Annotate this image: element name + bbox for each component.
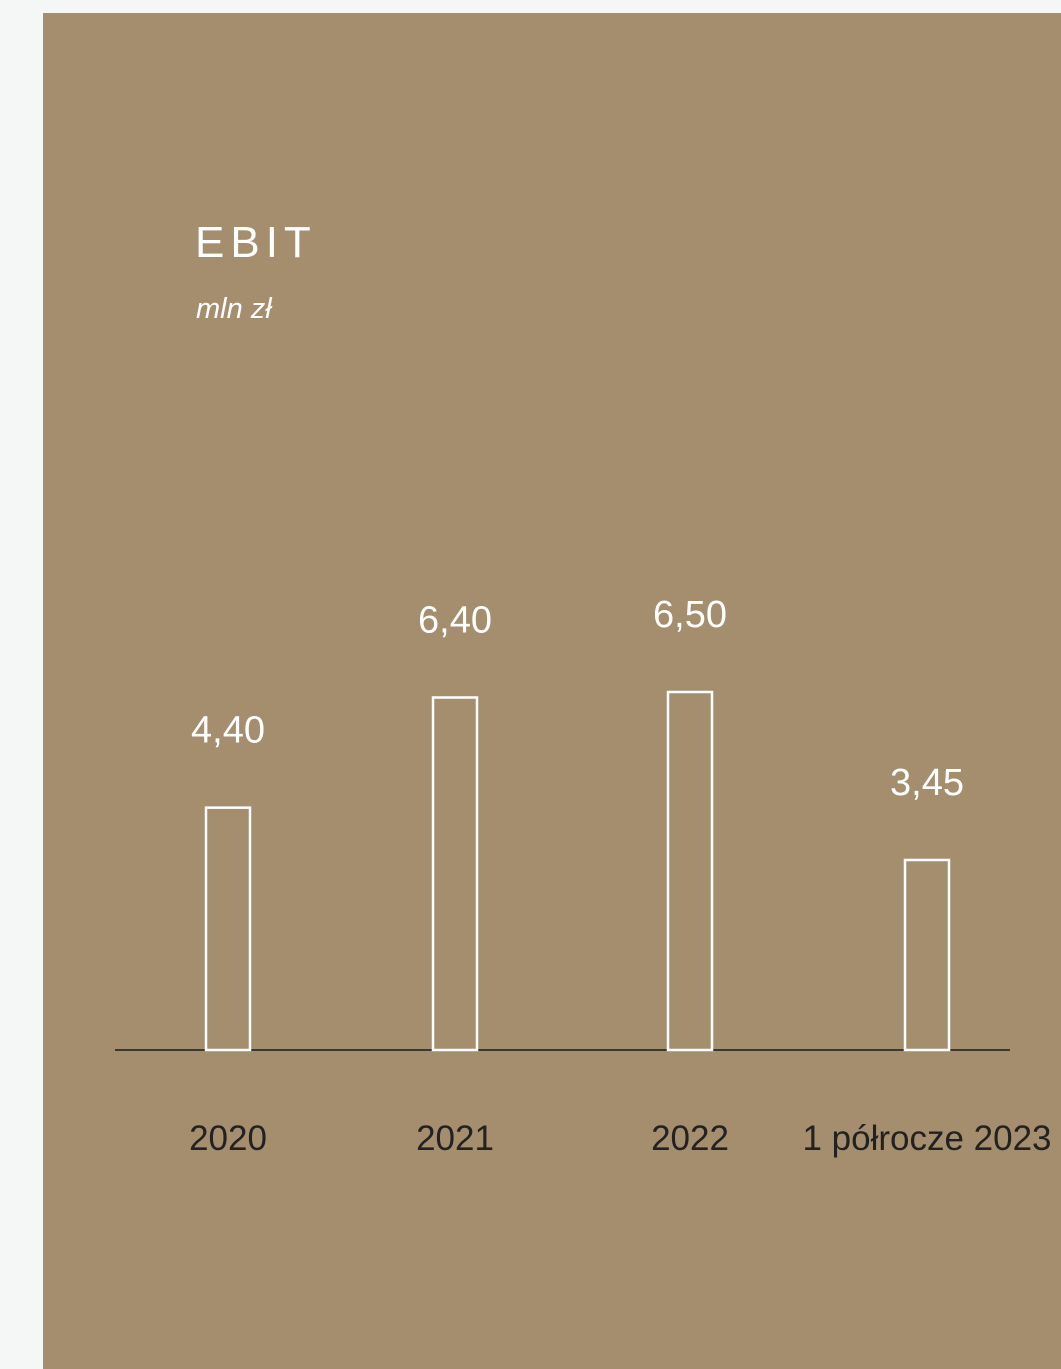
value-label-3: 6,50 [653, 594, 727, 636]
bar-1 [204, 806, 252, 1052]
bar-2 [431, 696, 479, 1052]
value-label-1: 4,40 [191, 710, 265, 752]
category-label-2: 2021 [416, 1119, 494, 1158]
value-label-2: 6,40 [418, 600, 492, 642]
chart-title: EBIT [195, 218, 317, 267]
chart-subtitle: mln zł [196, 293, 272, 325]
value-label-4: 3,45 [890, 762, 964, 804]
category-label-3: 2022 [651, 1119, 729, 1158]
category-label-1: 2020 [189, 1119, 267, 1158]
bar-chart: 4,40 6,40 6,50 3,45 2020 2021 2022 1 półrocze … [115, 594, 1052, 1158]
chart-panel: EBIT mln zł 4,40 6,40 6,50 3,45 2020 2021 202… [43, 13, 1061, 1369]
bar-3 [666, 690, 714, 1052]
category-label-4: 1 półrocze 2023 [802, 1119, 1051, 1158]
bar-4 [903, 858, 951, 1052]
